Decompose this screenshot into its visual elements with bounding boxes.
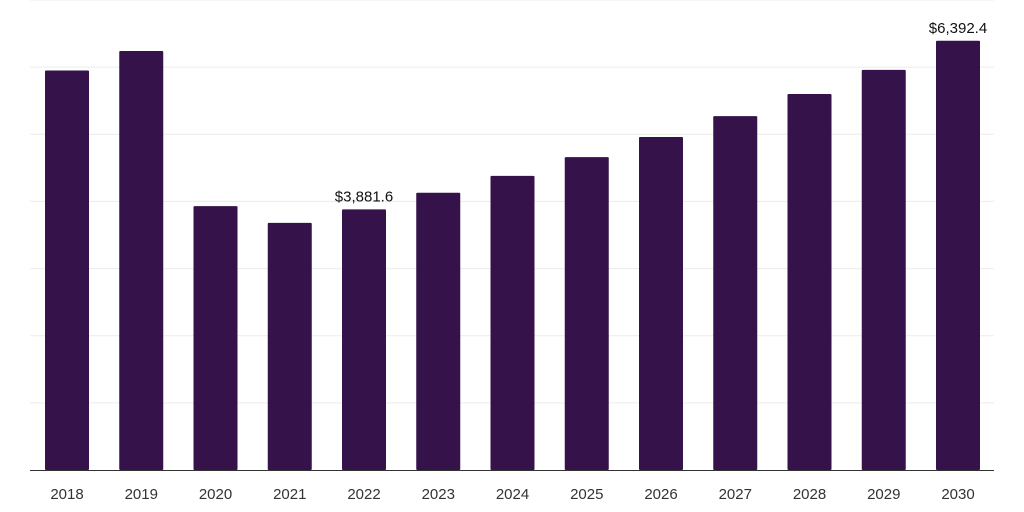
bars — [45, 40, 980, 471]
x-tick-2026: 2026 — [644, 486, 677, 503]
x-tick-2018: 2018 — [50, 486, 83, 503]
bar-2025 — [564, 157, 609, 470]
bar-2028 — [787, 94, 832, 470]
x-tick-2022: 2022 — [347, 486, 380, 503]
x-tick-2025: 2025 — [570, 486, 603, 503]
x-tick-2020: 2020 — [199, 486, 232, 503]
bar-2026 — [639, 136, 683, 470]
bar-2020 — [193, 206, 238, 470]
bar-2023 — [416, 192, 461, 470]
bar-2021 — [267, 222, 312, 470]
x-tick-2027: 2027 — [719, 486, 752, 503]
data-labels: $3,881.6 $6,392.4 — [335, 20, 987, 206]
bar-2018 — [45, 70, 89, 470]
bar-2029 — [861, 69, 906, 470]
bar-2030 — [936, 40, 980, 471]
x-tick-2021: 2021 — [273, 486, 306, 503]
bar-2022 — [342, 209, 386, 470]
bar-2024 — [490, 175, 535, 470]
x-tick-2029: 2029 — [867, 486, 900, 503]
x-tick-2030: 2030 — [941, 486, 974, 503]
x-tick-2023: 2023 — [422, 486, 455, 503]
data-label-2022: $3,881.6 — [335, 188, 393, 205]
x-axis-tick-labels: 2018 2019 2020 2021 2022 2023 2024 2025 2026 2027… — [50, 486, 974, 503]
x-tick-2024: 2024 — [496, 486, 529, 503]
bar-2027 — [713, 116, 758, 471]
data-label-2030: $6,392.4 — [929, 20, 987, 37]
x-tick-2019: 2019 — [125, 486, 158, 503]
x-tick-2028: 2028 — [793, 486, 826, 503]
bar-2019 — [119, 51, 164, 471]
